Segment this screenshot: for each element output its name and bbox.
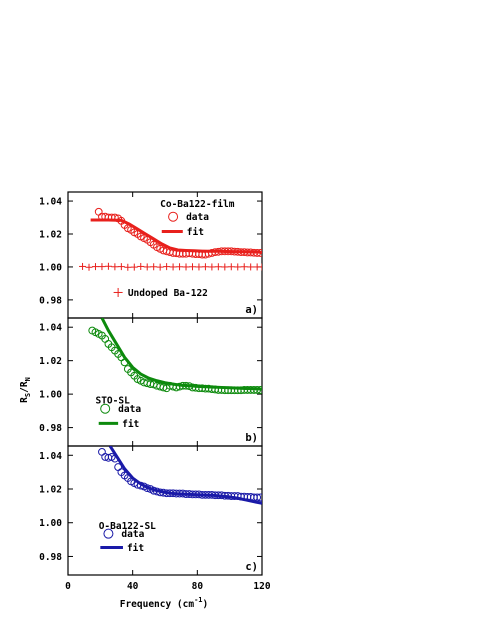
undoped-point xyxy=(124,263,132,271)
panel-label: STO-SL xyxy=(95,395,130,406)
legend-data-marker xyxy=(100,403,111,414)
undoped-point xyxy=(163,263,171,271)
y-tick-label: 1.04 xyxy=(39,323,62,334)
fit-curve xyxy=(100,318,262,391)
undoped-point xyxy=(234,263,242,271)
y-tick-label: 0.98 xyxy=(39,423,62,434)
undoped-point xyxy=(188,263,196,271)
fit-curve xyxy=(108,446,262,505)
undoped-point xyxy=(195,263,203,271)
panel-data xyxy=(98,446,262,505)
panel-tag: a) xyxy=(245,304,258,316)
undoped-point xyxy=(214,263,222,271)
legend-data-marker xyxy=(168,211,179,222)
undoped-point xyxy=(85,263,93,271)
undoped-point xyxy=(169,263,177,271)
panel-tag: b) xyxy=(245,432,258,444)
panel-frame xyxy=(67,445,263,576)
undoped-point xyxy=(130,263,138,271)
legend-undoped-marker xyxy=(113,287,123,297)
x-axis-label-close: ) xyxy=(203,599,209,610)
undoped-point xyxy=(258,263,262,271)
legend-data-marker xyxy=(103,528,114,539)
y-tick-label: 1.00 xyxy=(39,390,62,401)
panel-label: Undoped Ba-122 xyxy=(128,288,208,299)
y-tick-label: 1.00 xyxy=(39,262,62,273)
undoped-point xyxy=(98,263,106,271)
legend-data-label: data xyxy=(121,529,144,540)
y-tick-label: 1.04 xyxy=(39,451,62,462)
data-point xyxy=(94,207,103,216)
x-tick-label: 120 xyxy=(253,581,270,592)
panel-label: Co-Ba122-film xyxy=(160,199,235,210)
data-point xyxy=(98,448,106,456)
undoped-point xyxy=(91,263,99,271)
x-tick-label: 80 xyxy=(192,581,204,592)
legend-fit-label: fit xyxy=(187,227,204,238)
x-tick-label: 40 xyxy=(127,581,139,592)
undoped-point xyxy=(182,263,190,271)
fit-curve xyxy=(90,218,262,254)
undoped-point xyxy=(111,263,119,271)
y-axis-label-sub-n: N xyxy=(24,377,32,381)
undoped-point xyxy=(176,263,184,271)
legend-data-label: data xyxy=(186,212,209,223)
y-axis-label: RS/RN xyxy=(19,377,32,403)
x-tick-label: 0 xyxy=(65,581,71,592)
legend-fit-label: fit xyxy=(127,543,144,554)
undoped-point xyxy=(221,263,229,271)
panel-data xyxy=(88,318,262,395)
undoped-point xyxy=(150,263,158,271)
panel-data xyxy=(79,207,262,271)
undoped-point xyxy=(208,263,216,271)
undoped-point xyxy=(104,262,112,270)
legend-data-label: data xyxy=(118,404,141,415)
y-tick-label: 1.00 xyxy=(39,518,62,529)
undoped-point xyxy=(156,263,164,271)
x-axis-label-superscript: -1 xyxy=(194,596,202,604)
undoped-point xyxy=(201,263,209,271)
panel-tag: c) xyxy=(245,561,258,573)
y-tick-label: 1.04 xyxy=(39,197,62,208)
panel-0: 1.04 1.02 1.00 0.98 Co-Ba122-film Undoped Ba-… xyxy=(39,191,263,319)
y-axis-label-sub-s: S xyxy=(24,393,32,397)
y-tick-label: 1.02 xyxy=(39,356,62,367)
undoped-point xyxy=(227,263,235,271)
undoped-point xyxy=(247,263,255,271)
data-point xyxy=(256,493,262,502)
x-axis-label: Frequency (cm-1) xyxy=(120,596,209,610)
legend-fit-label: fit xyxy=(122,419,139,430)
undoped-point xyxy=(117,263,125,271)
panel-label: O-Ba122-SL xyxy=(99,521,156,532)
chart-root: 1.04 1.02 1.00 0.98 Co-Ba122-film Undoped Ba-… xyxy=(39,191,271,592)
y-tick-label: 0.98 xyxy=(39,295,62,306)
y-axis-label-slash: /R xyxy=(19,381,30,393)
y-tick-label: 1.02 xyxy=(39,230,62,241)
undoped-point xyxy=(79,262,87,270)
undoped-point xyxy=(143,263,151,271)
undoped-point xyxy=(240,263,248,271)
undoped-point xyxy=(137,262,145,270)
y-tick-label: 1.02 xyxy=(39,485,62,496)
y-tick-label: 0.98 xyxy=(39,552,62,563)
